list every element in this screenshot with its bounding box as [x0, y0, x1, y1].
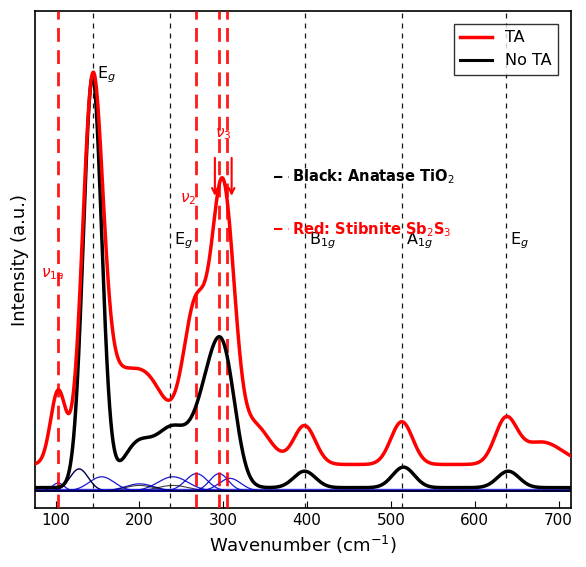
Legend: TA, No TA: TA, No TA [454, 24, 558, 75]
Y-axis label: Intensity (a.u.): Intensity (a.u.) [11, 194, 29, 326]
Text: A$_{1g}$: A$_{1g}$ [406, 230, 433, 251]
Text: E$_g$: E$_g$ [174, 230, 193, 251]
Text: Red: Stibnite Sb$_2$S$_3$: Red: Stibnite Sb$_2$S$_3$ [292, 220, 451, 239]
Text: Black: Anatase TiO$_2$: Black: Anatase TiO$_2$ [292, 167, 455, 186]
Text: E$_g$: E$_g$ [510, 230, 529, 251]
Text: E$_g$: E$_g$ [97, 65, 115, 85]
Text: B$_{1g}$: B$_{1g}$ [309, 230, 336, 251]
Text: $\nu_3$: $\nu_3$ [215, 126, 231, 142]
Text: $\nu_{1a}$: $\nu_{1a}$ [40, 266, 64, 282]
X-axis label: Wavenumber (cm$^{-1}$): Wavenumber (cm$^{-1}$) [209, 534, 397, 556]
Text: $\nu_2$: $\nu_2$ [180, 192, 196, 208]
